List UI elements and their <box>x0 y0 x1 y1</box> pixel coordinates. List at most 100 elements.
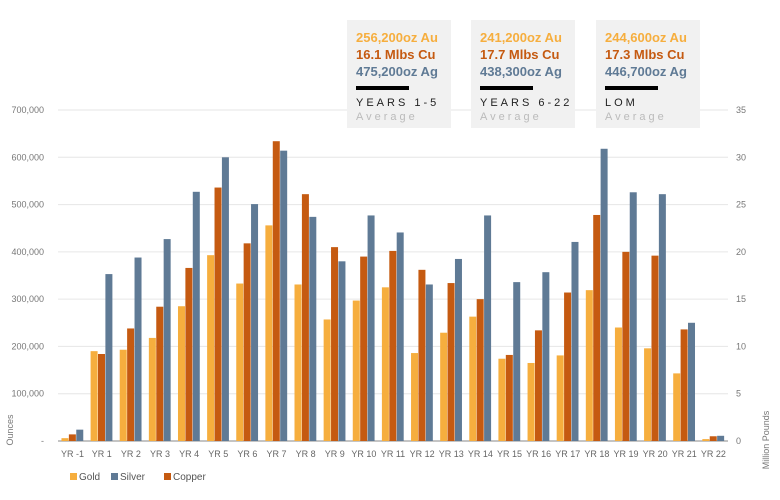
y-tick-label: 600,000 <box>11 152 44 162</box>
legend-swatch-gold <box>70 473 77 480</box>
average-label: Average <box>480 111 542 123</box>
bar-silver <box>396 232 404 441</box>
legend-swatch-silver <box>111 473 118 480</box>
x-tick-label: YR 4 <box>179 449 199 459</box>
bar-copper <box>418 269 426 441</box>
x-tick-label: YR 19 <box>614 449 639 459</box>
x-tick-label: YR 8 <box>296 449 316 459</box>
bar-gold <box>702 439 710 441</box>
x-tick-label: YR 1 <box>92 449 112 459</box>
legend-label-gold: Gold <box>79 472 100 483</box>
bar-silver <box>76 429 84 441</box>
bar-copper <box>68 434 76 441</box>
y-tick-label: 700,000 <box>11 105 44 115</box>
bar-copper <box>476 299 484 441</box>
bar-silver <box>105 274 113 441</box>
bar-copper <box>243 243 251 441</box>
bar-copper <box>593 214 601 441</box>
y2-tick-label: 10 <box>736 341 746 351</box>
y-tick-label: 200,000 <box>11 341 44 351</box>
y-tick-label: - <box>41 436 44 446</box>
legend-label-silver: Silver <box>120 472 146 483</box>
bar-silver <box>280 150 288 441</box>
bar-silver <box>513 282 521 441</box>
bar-copper <box>680 329 688 441</box>
copper-average: 17.7 Mlbs Cu <box>480 47 560 62</box>
x-tick-label: YR 17 <box>555 449 580 459</box>
x-tick-label: YR 15 <box>497 449 522 459</box>
bar-copper <box>651 255 659 441</box>
bar-copper <box>97 353 105 441</box>
average-label: Average <box>356 111 418 123</box>
copper-average: 17.3 Mlbs Cu <box>605 47 685 62</box>
bar-gold <box>119 349 127 441</box>
bar-silver <box>425 284 433 441</box>
bar-gold <box>469 316 477 441</box>
summary-box: 241,200oz Au 17.7 Mlbs Cu 438,300oz Ag YEAR… <box>471 20 575 128</box>
y2-axis-title: Million Pounds <box>761 410 771 469</box>
y-axis-title: Ounces <box>5 414 15 446</box>
bar-gold <box>61 438 69 441</box>
bar-gold <box>148 337 156 441</box>
period-label: LOM <box>605 97 638 109</box>
x-tick-label: YR 18 <box>584 449 609 459</box>
x-tick-label: YR 11 <box>381 449 405 459</box>
y-tick-label: 400,000 <box>11 247 44 257</box>
bar-silver <box>571 241 579 441</box>
bar-gold <box>411 353 419 441</box>
bar-copper <box>534 330 542 441</box>
bar-gold <box>644 348 652 441</box>
bar-copper <box>389 250 397 441</box>
bar-silver <box>163 239 171 441</box>
bar-copper <box>156 306 164 441</box>
bar-copper <box>360 256 368 441</box>
bar-copper <box>331 247 339 441</box>
bar-gold <box>440 332 448 441</box>
x-tick-label: YR 10 <box>351 449 376 459</box>
legend-label-copper: Copper <box>173 472 206 483</box>
bar-silver <box>454 258 462 441</box>
y2-tick-label: 0 <box>736 436 741 446</box>
x-tick-label: YR -1 <box>61 449 84 459</box>
y2-tick-label: 5 <box>736 389 741 399</box>
bar-silver <box>600 148 608 441</box>
bar-gold <box>498 358 506 441</box>
y2-tick-label: 35 <box>736 105 746 115</box>
bar-gold <box>207 255 215 441</box>
bar-copper <box>447 283 455 441</box>
bar-gold <box>323 319 331 441</box>
x-tick-label: YR 13 <box>439 449 464 459</box>
bar-gold <box>352 300 360 441</box>
copper-average: 16.1 Mlbs Cu <box>356 47 436 62</box>
x-tick-label: YR 20 <box>643 449 668 459</box>
bar-silver <box>658 194 666 441</box>
bar-silver <box>134 257 142 441</box>
summary-box: 244,600oz Au 17.3 Mlbs Cu 446,700oz Ag LOM A… <box>596 20 700 128</box>
period-label: YEARS 1-5 <box>356 97 440 109</box>
bar-copper <box>214 187 222 441</box>
silver-average: 446,700oz Ag <box>605 64 687 79</box>
bar-copper <box>127 328 135 441</box>
x-tick-label: YR 7 <box>266 449 286 459</box>
y-tick-label: 300,000 <box>11 294 44 304</box>
bar-gold <box>294 284 302 441</box>
bar-copper <box>185 267 193 441</box>
x-tick-label: YR 12 <box>410 449 435 459</box>
bar-gold <box>265 225 273 441</box>
bar-silver <box>309 216 317 441</box>
y2-tick-label: 30 <box>736 152 746 162</box>
x-tick-label: YR 21 <box>672 449 697 459</box>
y2-tick-label: 25 <box>736 200 746 210</box>
bar-copper <box>564 292 572 441</box>
period-label: YEARS 6-22 <box>480 97 573 109</box>
bar-gold <box>236 283 244 441</box>
y2-tick-label: 15 <box>736 294 746 304</box>
bar-silver <box>484 215 492 441</box>
y2-tick-label: 20 <box>736 247 746 257</box>
bar-gold <box>90 351 98 441</box>
bar-copper <box>301 194 309 441</box>
y-tick-label: 500,000 <box>11 200 44 210</box>
bar-silver <box>221 157 229 442</box>
